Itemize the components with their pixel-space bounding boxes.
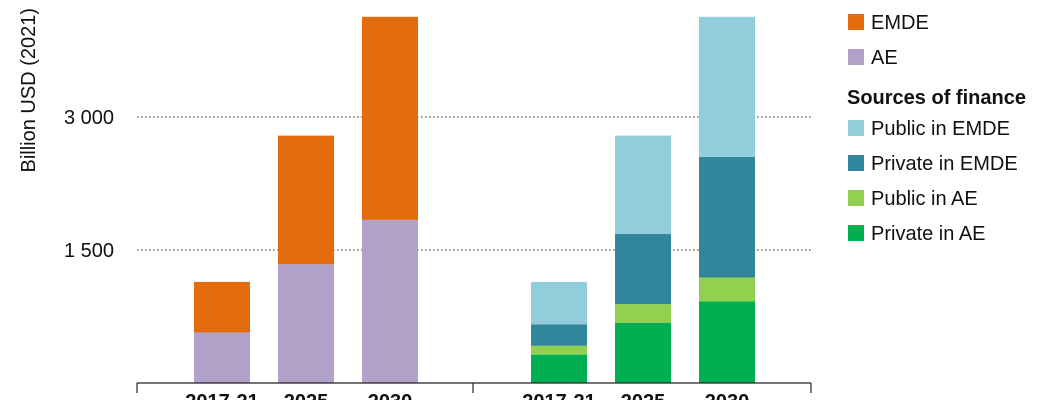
x-category-label: 2030 bbox=[368, 391, 413, 400]
legend-label: Public in EMDE bbox=[871, 118, 1010, 140]
bar-segment-emde bbox=[278, 135, 334, 265]
legend-swatch bbox=[848, 190, 864, 206]
legend-heading: Investment bbox=[847, 0, 953, 3]
legend-label: AE bbox=[871, 47, 898, 69]
bar-segment-private-in-emde bbox=[615, 234, 671, 305]
y-tick-label: 3 000 bbox=[64, 107, 114, 129]
legend-swatch bbox=[848, 14, 864, 30]
legend: Investment EMDE AE Sources of finance Public… bbox=[847, 0, 1026, 245]
x-category-label: 2025 bbox=[621, 391, 666, 400]
bar-segment-ae bbox=[362, 219, 418, 383]
bar-segment-public-in-ae bbox=[699, 277, 755, 302]
bar-segment-public-in-ae bbox=[531, 345, 587, 355]
bar-segment-emde bbox=[194, 281, 250, 333]
bar-segment-private-in-ae bbox=[615, 322, 671, 383]
bar-segment-public-in-emde bbox=[531, 281, 587, 325]
legend-swatch bbox=[848, 49, 864, 65]
x-category-label: 2017-21 bbox=[185, 391, 258, 400]
bars bbox=[194, 16, 755, 383]
legend-swatch bbox=[848, 155, 864, 171]
bar-segment-emde bbox=[362, 16, 418, 220]
legend-label: EMDE bbox=[871, 12, 929, 34]
x-axis bbox=[136, 382, 812, 393]
legend-label: Private in EMDE bbox=[871, 153, 1018, 175]
bar-segment-ae bbox=[278, 264, 334, 383]
bar-segment-private-in-ae bbox=[699, 301, 755, 383]
y-tick-label: 1 500 bbox=[64, 240, 114, 262]
y-tick-labels: 1 500 3 000 bbox=[64, 107, 114, 262]
legend-swatch bbox=[848, 120, 864, 136]
legend-label: Public in AE bbox=[871, 188, 978, 210]
bar-segment-private-in-emde bbox=[531, 324, 587, 346]
x-category-label: 2030 bbox=[705, 391, 750, 400]
bar-segment-public-in-ae bbox=[615, 304, 671, 323]
bar-segment-private-in-emde bbox=[699, 156, 755, 278]
legend-label: Private in AE bbox=[871, 223, 986, 245]
bar-segment-ae bbox=[194, 332, 250, 383]
legend-swatch bbox=[848, 225, 864, 241]
x-category-label: 2025 bbox=[284, 391, 329, 400]
bar-segment-public-in-emde bbox=[699, 16, 755, 157]
x-category-label: 2017-21 bbox=[522, 391, 595, 400]
x-category-labels: 2017-21 2025 2030 2017-21 2025 2030 bbox=[185, 391, 749, 400]
legend-heading: Sources of finance bbox=[847, 87, 1026, 109]
y-axis-title: Billion USD (2021) bbox=[18, 8, 40, 173]
gridlines bbox=[137, 116, 811, 251]
bar-segment-public-in-emde bbox=[615, 135, 671, 235]
bar-segment-private-in-ae bbox=[531, 354, 587, 383]
